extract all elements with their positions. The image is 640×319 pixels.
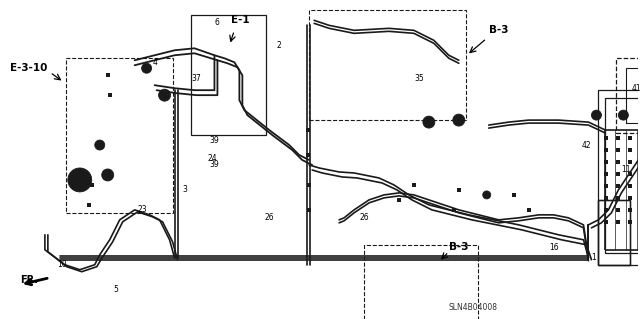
- Bar: [628, 148, 632, 152]
- Text: 4: 4: [152, 58, 157, 67]
- Circle shape: [141, 63, 152, 73]
- Bar: [616, 184, 620, 188]
- Text: B-3: B-3: [449, 242, 468, 252]
- Circle shape: [159, 89, 170, 101]
- Bar: [87, 203, 91, 207]
- Bar: [628, 160, 632, 164]
- Bar: [604, 196, 609, 200]
- Text: FR.: FR.: [20, 275, 38, 285]
- Text: 26: 26: [359, 213, 369, 222]
- Bar: [616, 58, 640, 133]
- Bar: [412, 183, 416, 187]
- Text: 2: 2: [277, 41, 282, 50]
- Text: SLN4B04008: SLN4B04008: [449, 303, 498, 312]
- Bar: [90, 183, 93, 187]
- Bar: [364, 245, 477, 319]
- Bar: [66, 58, 173, 213]
- Bar: [598, 200, 630, 265]
- Text: 24: 24: [207, 153, 217, 162]
- Bar: [527, 208, 531, 212]
- Text: 35: 35: [414, 74, 424, 83]
- Bar: [628, 172, 632, 176]
- Bar: [307, 183, 311, 187]
- Circle shape: [102, 169, 114, 181]
- Bar: [616, 220, 620, 224]
- Text: 39: 39: [209, 160, 220, 169]
- Bar: [604, 136, 609, 140]
- Bar: [628, 136, 632, 140]
- Text: 37: 37: [191, 74, 202, 83]
- Text: 3: 3: [182, 185, 187, 194]
- Bar: [605, 130, 640, 250]
- Bar: [108, 93, 112, 97]
- Text: B-3: B-3: [489, 25, 508, 35]
- Bar: [616, 148, 620, 152]
- Bar: [106, 73, 109, 77]
- Circle shape: [618, 110, 628, 120]
- Text: 16: 16: [548, 243, 558, 252]
- Bar: [598, 200, 630, 265]
- Bar: [309, 11, 466, 120]
- Bar: [627, 68, 640, 123]
- Bar: [306, 153, 310, 157]
- Bar: [511, 193, 516, 197]
- Circle shape: [453, 114, 465, 126]
- Bar: [604, 184, 609, 188]
- Text: 11: 11: [621, 166, 631, 174]
- Text: 41: 41: [632, 84, 640, 93]
- Bar: [628, 208, 632, 212]
- Bar: [306, 128, 310, 132]
- Circle shape: [483, 191, 491, 199]
- Circle shape: [68, 168, 92, 192]
- Bar: [598, 90, 640, 265]
- Text: 26: 26: [264, 213, 274, 222]
- Bar: [604, 148, 609, 152]
- Bar: [616, 208, 620, 212]
- Bar: [628, 220, 632, 224]
- Bar: [616, 160, 620, 164]
- Bar: [616, 172, 620, 176]
- Bar: [457, 188, 461, 192]
- Text: 1: 1: [591, 253, 596, 262]
- Text: 10: 10: [57, 260, 67, 269]
- Bar: [616, 196, 620, 200]
- Bar: [628, 184, 632, 188]
- Bar: [397, 198, 401, 202]
- Bar: [616, 136, 620, 140]
- Bar: [307, 208, 311, 212]
- Text: E-1: E-1: [232, 15, 250, 26]
- Bar: [628, 196, 632, 200]
- Text: 23: 23: [138, 205, 147, 214]
- Circle shape: [95, 140, 105, 150]
- Text: E-3-10: E-3-10: [10, 63, 47, 73]
- Bar: [604, 160, 609, 164]
- Bar: [452, 208, 456, 212]
- Circle shape: [591, 110, 602, 120]
- Text: 5: 5: [113, 285, 118, 294]
- Bar: [191, 15, 266, 135]
- Circle shape: [423, 116, 435, 128]
- Bar: [604, 172, 609, 176]
- Bar: [604, 220, 609, 224]
- Bar: [604, 208, 609, 212]
- Text: 42: 42: [582, 141, 591, 150]
- Text: 6: 6: [215, 18, 220, 27]
- Bar: [605, 98, 640, 253]
- Text: 39: 39: [209, 136, 220, 145]
